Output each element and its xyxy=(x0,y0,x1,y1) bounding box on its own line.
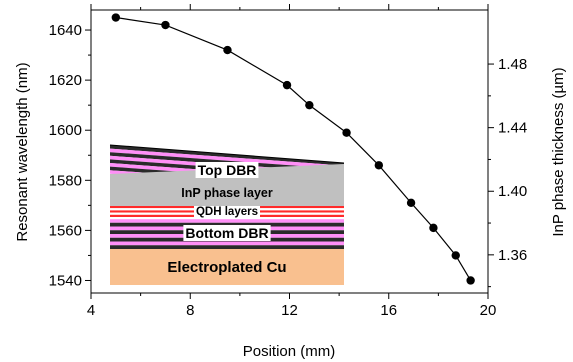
top-dbr-label: Top DBR xyxy=(198,162,257,178)
y-tick-label: 1640 xyxy=(49,22,82,39)
y-tick-label: 1600 xyxy=(49,122,82,139)
y2-tick-label: 1.40 xyxy=(498,183,527,200)
data-point xyxy=(111,13,121,22)
x-tick-label: 16 xyxy=(380,302,397,319)
inset-layer-diagram: Top DBR InP phase layer QDH layers Bottom D… xyxy=(109,140,345,285)
data-point xyxy=(161,20,170,30)
qdh-layers-label: QDH layers xyxy=(196,206,258,218)
data-point xyxy=(282,80,292,90)
data-point xyxy=(223,45,232,55)
y-axis-title: Resonant wavelength (nm) xyxy=(14,62,31,241)
data-point xyxy=(374,161,384,170)
data-point xyxy=(466,276,475,285)
y-tick-label: 1540 xyxy=(49,272,82,289)
x-tick-label: 8 xyxy=(186,302,194,319)
y-tick-label: 1580 xyxy=(49,172,82,189)
y2-axis-title: InP phase thickness (µm) xyxy=(550,67,567,236)
cu-layer xyxy=(110,249,344,285)
x-tick-label: 12 xyxy=(281,302,298,319)
y-tick-label: 1620 xyxy=(49,72,82,89)
axis-ticks xyxy=(85,4,494,299)
data-point xyxy=(451,251,460,260)
y-tick-label: 1560 xyxy=(49,222,82,239)
y2-tick-label: 1.44 xyxy=(498,120,527,137)
data-point xyxy=(429,223,438,233)
cu-layer-label: Electroplated Cu xyxy=(167,259,286,276)
x-tick-label: 4 xyxy=(87,302,95,319)
wavelength-points xyxy=(111,13,475,285)
x-tick-label: 20 xyxy=(480,302,497,319)
inp-phase-layer-label: InP phase layer xyxy=(181,186,273,200)
data-point xyxy=(305,100,314,110)
bottom-dbr-label: Bottom DBR xyxy=(185,225,268,241)
y2-tick-label: 1.48 xyxy=(498,56,527,73)
x-axis-title: Position (mm) xyxy=(243,343,336,360)
data-point xyxy=(342,128,351,137)
axis-tick-labels: 4 8 12 16 201540156015801600162016401.361.40… xyxy=(49,22,528,319)
data-point xyxy=(406,198,416,208)
y2-tick-label: 1.36 xyxy=(498,247,527,264)
